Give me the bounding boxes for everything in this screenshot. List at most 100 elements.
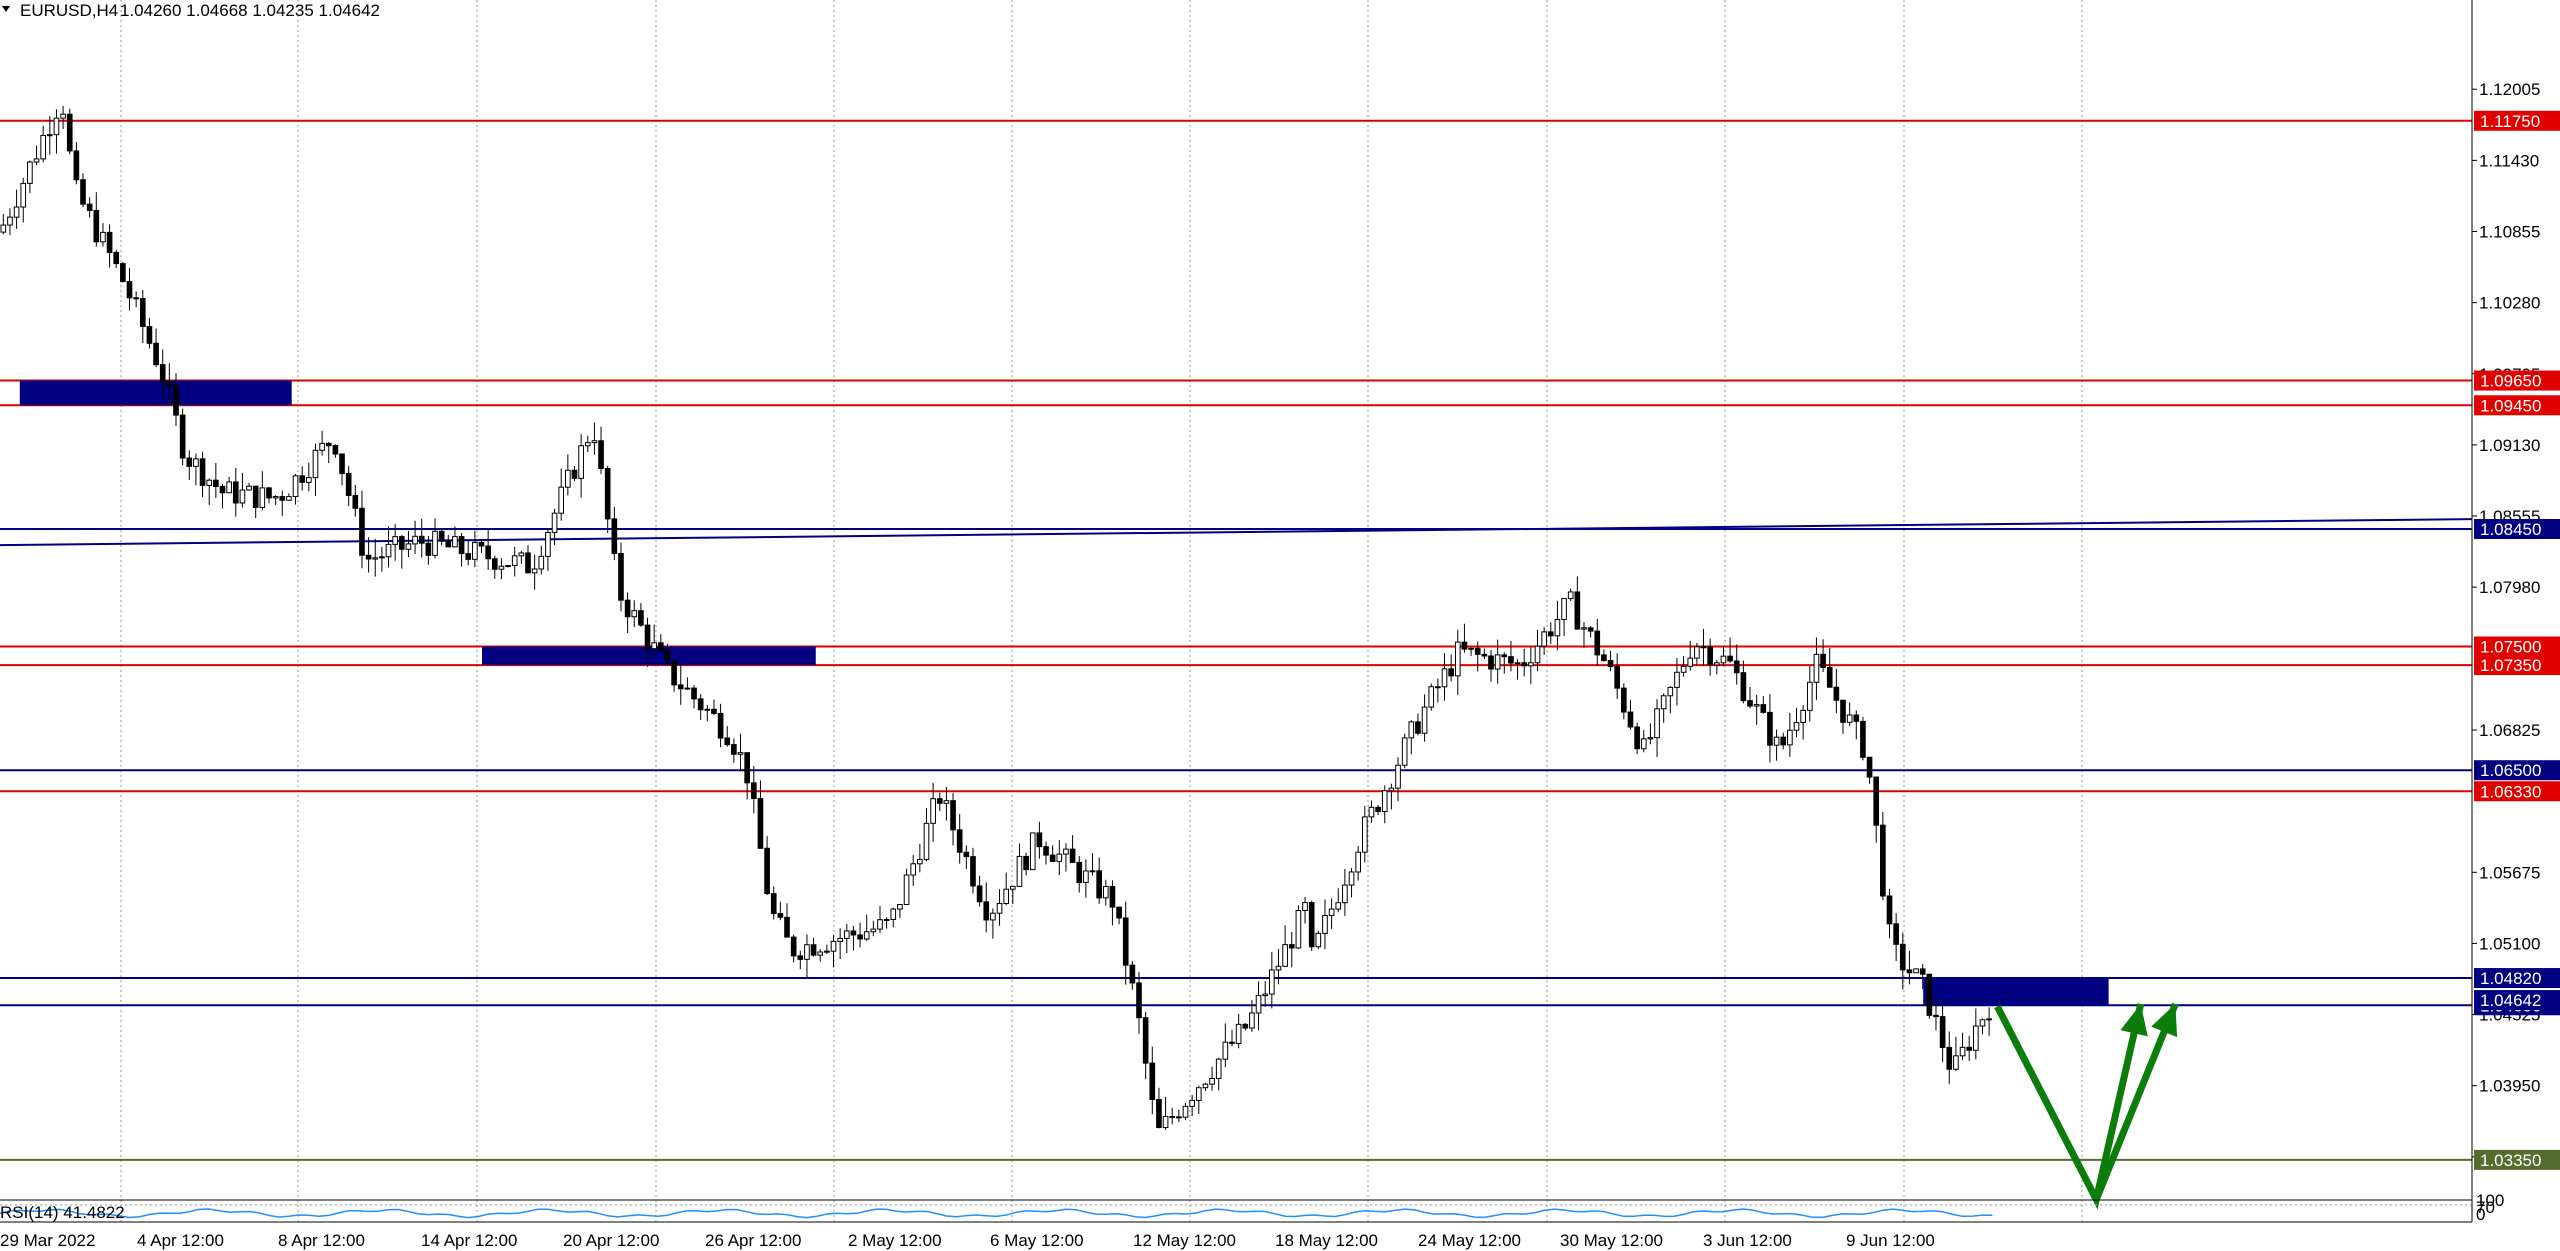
candle-body [206,479,213,486]
time-tick-label: 9 Jun 12:00 [1846,1231,1935,1250]
candle-body [565,469,571,488]
candle-body [671,660,677,686]
candle-body [531,568,538,574]
level-price-tag-bg [2474,519,2560,539]
candle-body [1461,641,1468,650]
candle-body [545,531,551,557]
level-price-tag: 1.06330 [2480,782,2541,801]
candle-body [166,381,173,387]
candle-body [837,937,843,942]
level-price-tag-bg [2474,655,2560,676]
candle-body [445,540,452,548]
candle-body [1069,848,1076,863]
grid-layer [120,0,2083,1222]
candle-body [1415,721,1421,734]
candle-body [1953,1055,1959,1070]
candle-body [770,893,777,915]
candle-body [618,553,624,601]
candle-body [40,134,46,160]
candle-body [1182,1105,1189,1118]
candle-body [1959,1046,1966,1057]
candle-body [1149,1062,1156,1101]
candle-body [452,536,458,548]
forecast-arrow-head-icon [2151,1004,2178,1038]
candle-body [1893,923,1899,945]
candle-body [1899,943,1906,971]
candle-body [1820,653,1826,669]
candle-body [299,475,306,483]
candle-body [1833,686,1840,701]
candle-body [1328,908,1335,917]
level-price-tag-bg [2474,760,2560,781]
time-tick-label: 29 Mar 2022 [0,1231,95,1250]
candle-body [1986,1018,1992,1021]
candle-body [1919,968,1926,975]
candle-body [53,117,60,136]
candle-body [956,829,963,853]
candle-body [857,934,863,940]
candle-body [810,944,817,956]
candle-body [538,555,545,570]
price-tick-label: 1.03950 [2479,1077,2540,1096]
candle-body [1813,653,1820,683]
candle-body [100,231,106,243]
candle-body [239,489,246,504]
level-price-tag: 1.09650 [2480,372,2541,391]
candle-body [1873,776,1880,826]
candle-body [1222,1041,1229,1060]
candle-body [1720,655,1727,664]
candle-body [717,712,724,739]
candle-body [584,442,591,447]
candle-body [7,216,13,226]
time-tick-label: 14 Apr 12:00 [421,1231,517,1250]
candle-body [691,687,697,700]
candle-body [970,856,976,887]
level-price-tag-bg [2474,968,2560,989]
candle-body [106,231,113,253]
level-price-tag: 1.09450 [2480,396,2541,415]
candle-body [1235,1023,1242,1044]
candle-body [1973,1025,1979,1051]
candle-layer [0,105,1992,1130]
level-price-tag: 1.06500 [2480,761,2541,780]
candle-body [877,919,883,930]
candle-body [1567,591,1574,600]
candle-body [432,530,438,556]
candle-body [983,901,990,921]
candle-body [133,297,139,300]
candle-body [1116,906,1122,919]
ohlc-values: 1.04260 1.04668 1.04235 1.04642 [120,1,380,20]
candle-body [604,467,611,520]
time-tick-label: 20 Apr 12:00 [563,1231,659,1250]
price-tick-label: 1.05675 [2479,863,2540,882]
candle-body [465,553,472,560]
candle-body [312,449,319,479]
collapse-triangle-icon[interactable] [2,6,10,12]
candle-body [66,113,73,152]
candle-body [737,752,744,755]
candle-body [1023,855,1029,871]
candle-body [1043,846,1049,856]
rsi-scale-level: 70 [2476,1198,2495,1217]
candle-body [93,209,100,243]
candle-body [27,161,33,184]
candle-body [1979,1019,1986,1027]
candle-body [1195,1087,1202,1101]
candle-body [910,863,917,876]
zone-layer [19,380,2109,1006]
candle-body [173,385,179,416]
candle-body [1381,790,1388,812]
candle-body [1727,655,1733,662]
time-tick-label: 18 May 12:00 [1275,1231,1378,1250]
candle-body [917,858,923,865]
candle-body [1136,982,1142,1019]
candle-body [704,708,711,711]
candle-body [1142,1017,1149,1064]
candle-body [1421,706,1428,734]
candle-body [950,800,956,831]
candle-body [1826,667,1833,688]
time-tick-label: 8 Apr 12:00 [278,1231,365,1250]
